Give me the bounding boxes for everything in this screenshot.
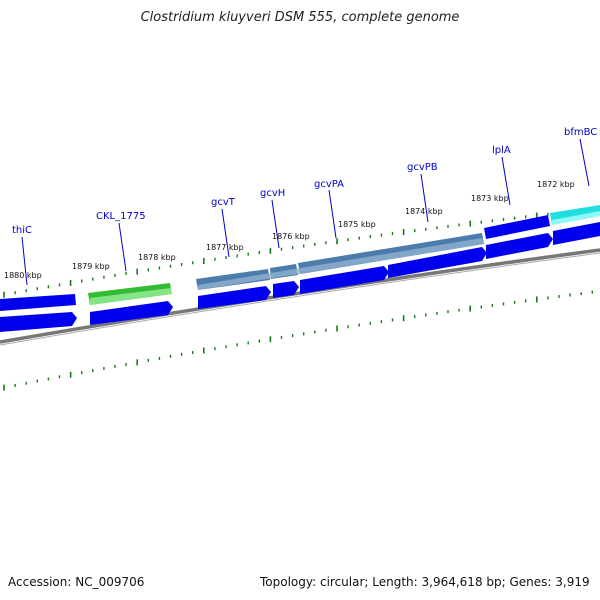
cds-upper-lplA[interactable] xyxy=(484,215,550,239)
highlight-strip-cyan xyxy=(552,211,600,225)
leader-gcvT xyxy=(221,208,230,258)
cds-arrow-1[interactable] xyxy=(0,312,77,332)
kbp-label: 1880 kbp xyxy=(4,271,42,280)
kbp-label: 1877 kbp xyxy=(206,243,244,252)
kbp-label: 1876 kbp xyxy=(272,232,310,241)
gene-leaders xyxy=(21,138,590,286)
genome-summary-text: Topology: circular; Length: 3,964,618 bp… xyxy=(260,575,590,589)
highlight-strip-steel xyxy=(198,238,484,290)
kbp-label: 1875 kbp xyxy=(338,220,376,229)
accession-text: Accession: NC_009706 xyxy=(8,575,145,589)
gene-label-bfmBC[interactable]: bfmBC xyxy=(564,127,597,138)
cds-arrow-7[interactable] xyxy=(486,233,553,259)
gene-labels: thiC CKL_1775 gcvT gcvH gcvPA gcvPB lplA… xyxy=(12,127,597,236)
cds-upper-thiC[interactable] xyxy=(0,294,76,311)
kbp-label: 1873 kbp xyxy=(471,194,509,203)
leader-bfmBC xyxy=(579,138,590,187)
gene-label-CKL-1775[interactable]: CKL_1775 xyxy=(96,211,146,222)
highlight-strip-green xyxy=(90,288,172,305)
leader-lplA xyxy=(501,156,511,206)
upper-track xyxy=(0,205,600,311)
kbp-label: 1874 kbp xyxy=(405,207,443,216)
kbp-label: 1878 kbp xyxy=(138,253,176,262)
kbp-label: 1872 kbp xyxy=(537,180,575,189)
cds-arrow-6[interactable] xyxy=(388,247,487,278)
gene-label-gcvT[interactable]: gcvT xyxy=(211,197,236,208)
leader-gcvPA xyxy=(328,189,337,239)
leader-gcvPB xyxy=(420,173,429,223)
lower-tick-row xyxy=(3,290,593,391)
gene-label-lplA[interactable]: lplA xyxy=(492,145,511,156)
position-labels: 1880 kbp 1879 kbp 1878 kbp 1877 kbp 1876… xyxy=(4,180,575,280)
kbp-label: 1879 kbp xyxy=(72,262,110,271)
cds-arrow-5[interactable] xyxy=(300,266,389,294)
cds-arrow-4[interactable] xyxy=(273,281,299,298)
leader-gcvH xyxy=(271,199,280,249)
lower-track xyxy=(0,222,600,332)
gene-label-gcvH[interactable]: gcvH xyxy=(260,188,285,199)
cds-arrow-3[interactable] xyxy=(198,286,271,309)
cds-arrow-2[interactable] xyxy=(90,301,173,325)
genome-title: Clostridium kluyveri DSM 555, complete g… xyxy=(140,10,460,25)
gene-label-gcvPA[interactable]: gcvPA xyxy=(314,179,344,190)
upper-tick-row xyxy=(3,207,593,298)
cds-arrow-8[interactable] xyxy=(553,222,600,245)
leader-CKL-1775 xyxy=(118,222,127,272)
genome-backbone-shadow xyxy=(0,252,600,346)
gene-label-thiC[interactable]: thiC xyxy=(12,225,32,236)
gene-label-gcvPB[interactable]: gcvPB xyxy=(407,162,438,173)
leader-thiC xyxy=(21,236,28,286)
